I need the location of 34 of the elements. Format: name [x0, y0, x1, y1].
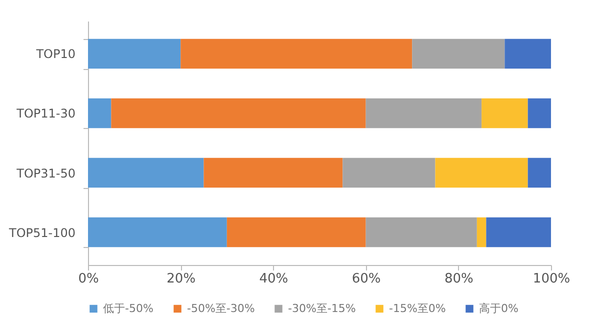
bar: [482, 98, 528, 128]
bar: [88, 38, 181, 69]
bar: [435, 158, 528, 188]
x-tick-label: 100%: [532, 272, 570, 286]
x-tick-label: 40%: [259, 272, 288, 286]
bar: [342, 158, 436, 188]
bar: [111, 98, 366, 128]
x-tick-label: 0%: [78, 272, 99, 286]
y-tick-label: TOP10: [35, 47, 76, 62]
legend-label: 低于-50%: [103, 302, 154, 315]
bar: [366, 98, 482, 128]
x-tick-label: 20%: [166, 272, 196, 286]
y-tick-label: TOP11-30: [16, 106, 76, 121]
legend-label: -50%至-30%: [187, 302, 255, 315]
bar: [88, 98, 112, 128]
bar: [204, 158, 343, 188]
x-tick-label: 60%: [352, 272, 381, 286]
bar: [528, 98, 551, 128]
legend-label: -15%至0%: [389, 302, 446, 315]
bar: [366, 217, 477, 248]
legend-label: 高于0%: [479, 302, 518, 315]
legend-label: -30%至-15%: [288, 302, 356, 315]
bar: [486, 217, 551, 248]
bar: [180, 38, 412, 69]
y-tick-label: TOP51-100: [8, 226, 76, 240]
bar: [88, 217, 227, 248]
bar: [412, 38, 505, 69]
bar: [476, 217, 486, 248]
bar: [226, 217, 366, 248]
bar: [88, 158, 204, 188]
bar: [528, 158, 551, 188]
y-tick-label: TOP31-50: [16, 166, 76, 180]
bar: [504, 38, 551, 69]
x-tick-label: 80%: [444, 272, 474, 286]
